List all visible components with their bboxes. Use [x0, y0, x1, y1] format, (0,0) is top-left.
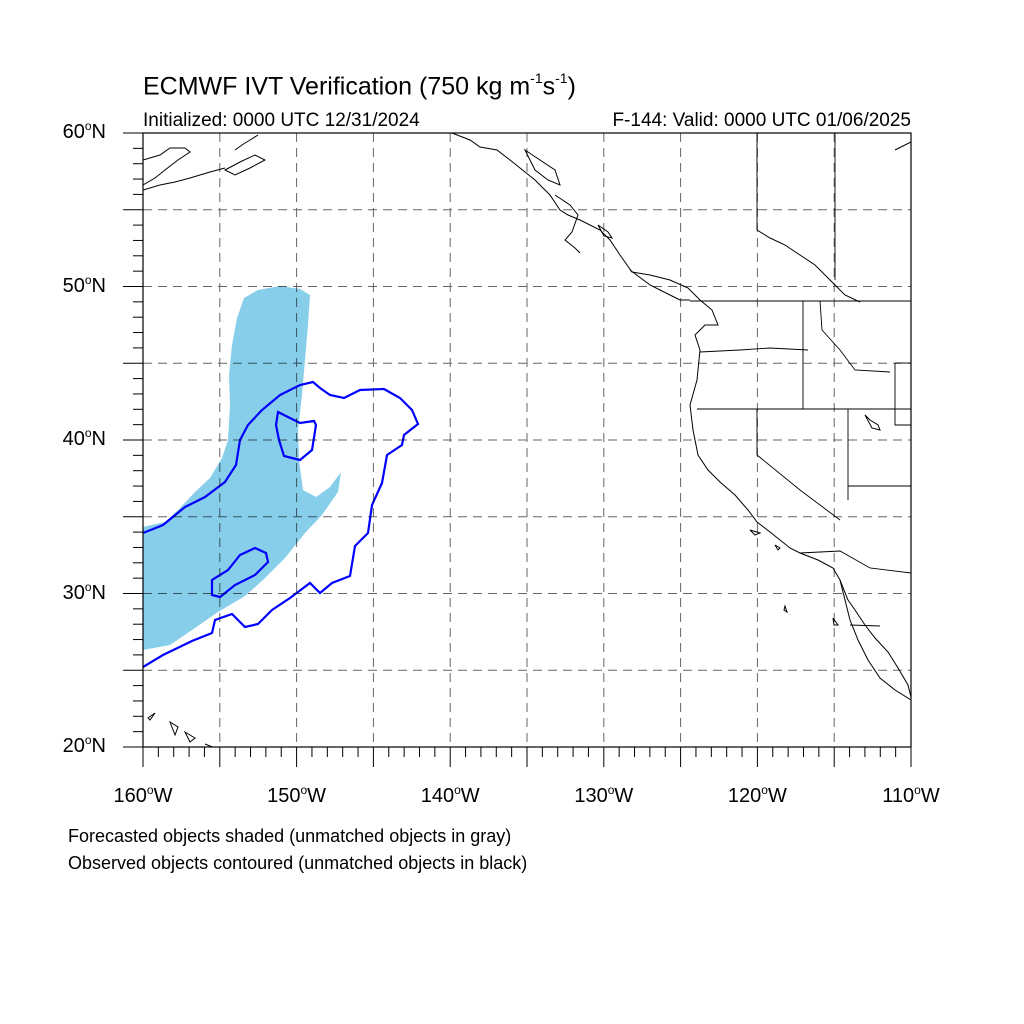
lon-tick-label: 150oW — [267, 783, 327, 807]
lon-tick-label: 110oW — [882, 783, 940, 807]
lat-tick-label: 40oN — [62, 426, 106, 450]
initialized-label: Initialized: 0000 UTC 12/31/2024 — [143, 110, 420, 131]
lon-tick-label: 130oW — [574, 783, 634, 807]
gridlines — [143, 133, 911, 747]
lon-tick-label: 140oW — [420, 783, 480, 807]
lat-tick-label: 50oN — [62, 272, 106, 297]
forecast-legend-note: Forecasted objects shaded (unmatched obj… — [68, 826, 512, 846]
map-title: ECMWF IVT Verification (750 kg m-1s-1) — [143, 70, 576, 101]
valid-time-label: F-144: Valid: 0000 UTC 01/06/2025 — [612, 110, 911, 131]
lat-tick-label: 30oN — [62, 579, 106, 604]
tick-marks — [123, 132, 912, 767]
observed-legend-note: Observed objects contoured (unmatched ob… — [68, 853, 528, 873]
lat-tick-label: 60oN — [62, 119, 106, 143]
political-borders — [690, 133, 911, 627]
observed-object-inner-south — [210, 546, 270, 599]
observed-object-contour — [143, 380, 420, 668]
coastlines — [143, 133, 911, 747]
lon-tick-label: 160oW — [113, 783, 173, 807]
lon-tick-label: 120oW — [727, 783, 787, 807]
lat-tick-label: 20oN — [62, 733, 106, 757]
forecast-object — [143, 286, 341, 650]
